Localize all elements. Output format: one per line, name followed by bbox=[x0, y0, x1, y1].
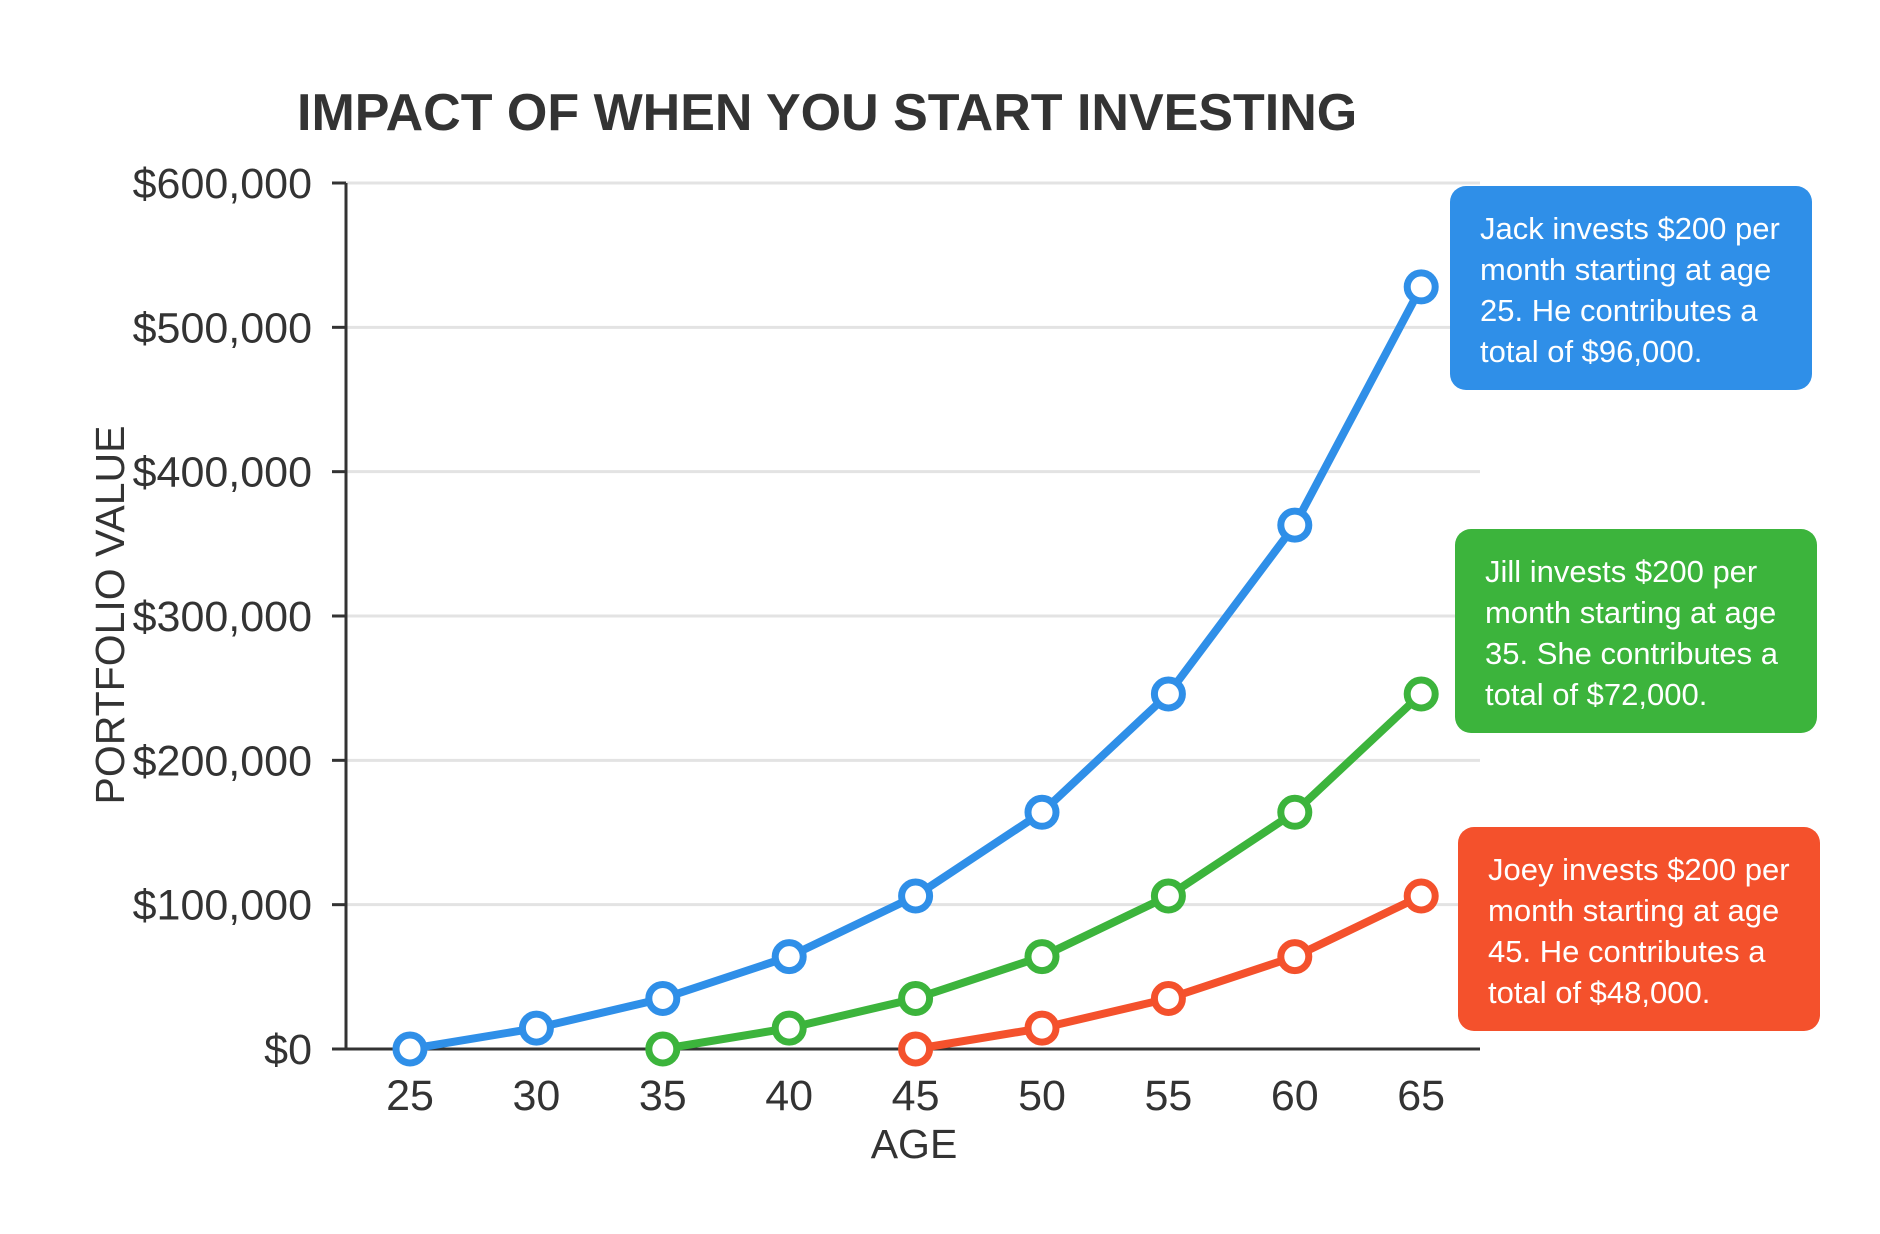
data-point-jill bbox=[645, 1031, 681, 1067]
data-point-joey bbox=[1024, 1010, 1060, 1046]
jack-callout: Jack invests $200 per month starting at … bbox=[1450, 186, 1812, 390]
data-point-jill bbox=[1150, 878, 1186, 914]
joey-callout: Joey invests $200 per month starting at … bbox=[1458, 827, 1820, 1031]
x-tick-label: 60 bbox=[1271, 1072, 1319, 1120]
x-tick-label: 40 bbox=[765, 1072, 813, 1120]
data-point-jack bbox=[645, 980, 681, 1016]
data-point-jill bbox=[1277, 794, 1313, 830]
x-tick-label: 50 bbox=[1018, 1072, 1066, 1120]
x-axis-label: AGE bbox=[871, 1121, 958, 1167]
y-tick-label: $200,000 bbox=[133, 737, 312, 785]
data-point-jill bbox=[1024, 939, 1060, 975]
gridlines bbox=[346, 181, 1480, 907]
data-point-jack bbox=[1024, 794, 1060, 830]
data-point-jack bbox=[1150, 676, 1186, 712]
y-tick-label: $0 bbox=[264, 1026, 312, 1074]
data-point-jill bbox=[898, 980, 934, 1016]
data-point-joey bbox=[1403, 878, 1439, 914]
x-tick-label: 65 bbox=[1397, 1072, 1445, 1120]
y-tick-label: $100,000 bbox=[133, 882, 312, 930]
x-tick-label: 45 bbox=[892, 1072, 940, 1120]
data-point-jack bbox=[1277, 507, 1313, 543]
series-line-jill bbox=[658, 689, 1426, 1053]
data-point-jack bbox=[392, 1031, 428, 1067]
data-point-joey bbox=[1150, 980, 1186, 1016]
x-tick-label: 25 bbox=[386, 1072, 434, 1120]
series bbox=[392, 269, 1439, 1067]
data-point-jack bbox=[518, 1010, 554, 1046]
data-point-jack bbox=[1403, 269, 1439, 305]
x-tick-label: 55 bbox=[1144, 1072, 1192, 1120]
data-point-jill bbox=[1403, 676, 1439, 712]
x-tick-label: 30 bbox=[512, 1072, 560, 1120]
y-tick-label: $400,000 bbox=[133, 449, 312, 497]
data-point-jack bbox=[771, 939, 807, 975]
data-point-jack bbox=[898, 878, 934, 914]
data-point-joey bbox=[1277, 939, 1313, 975]
x-tick-label: 35 bbox=[639, 1072, 687, 1120]
chart-title: IMPACT OF WHEN YOU START INVESTING bbox=[297, 84, 1357, 142]
x-tick-labels: 25 30 35 40 45 50 55 60 65 bbox=[386, 1072, 1445, 1120]
data-point-joey bbox=[898, 1031, 934, 1067]
jill-callout: Jill invests $200 per month starting at … bbox=[1455, 529, 1817, 733]
y-tick-labels: $0 $100,000 $200,000 $300,000 $400,000 $500,0… bbox=[133, 160, 312, 1074]
series-line-jack bbox=[406, 282, 1426, 1053]
y-axis-label: PORTFOLIO VALUE bbox=[87, 426, 133, 805]
data-point-jill bbox=[771, 1010, 807, 1046]
y-tick-label: $500,000 bbox=[133, 304, 312, 352]
y-tick-label: $300,000 bbox=[133, 593, 312, 641]
y-tick-label: $600,000 bbox=[133, 160, 312, 208]
